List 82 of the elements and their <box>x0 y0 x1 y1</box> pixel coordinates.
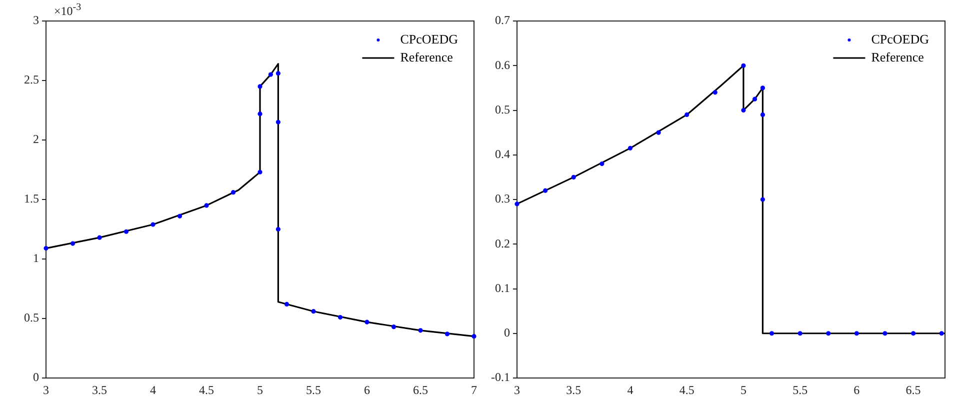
point <box>826 331 831 336</box>
point <box>854 331 859 336</box>
point <box>268 72 273 77</box>
y-tick-label: 0.7 <box>495 13 510 28</box>
point <box>284 302 290 307</box>
point <box>882 331 888 336</box>
x-tick-label: 5 <box>257 383 263 398</box>
point <box>571 174 576 180</box>
point <box>391 324 396 330</box>
x-tick-label: 5 <box>740 383 746 398</box>
y-tick-label: 2 <box>33 132 39 146</box>
point <box>910 331 916 336</box>
x-tick-label: 4 <box>150 383 156 398</box>
y-tick-label: 1.5 <box>24 192 39 206</box>
point <box>656 130 661 135</box>
point <box>798 331 802 336</box>
x-tick-label: 3.5 <box>92 383 107 398</box>
point <box>258 84 262 89</box>
point <box>44 246 48 251</box>
y-tick-label: 3 <box>33 13 39 28</box>
y-tick-label: 0.3 <box>495 192 510 206</box>
point <box>712 90 718 95</box>
y-tick-label: 0.2 <box>495 236 510 250</box>
legend-label: Reference <box>871 49 924 64</box>
point <box>276 226 280 232</box>
point <box>741 108 746 113</box>
x-tick-label: 3 <box>514 383 520 398</box>
point <box>258 170 262 174</box>
y-tick-label: 0.1 <box>495 280 510 295</box>
point <box>150 222 156 227</box>
point <box>600 162 604 166</box>
point <box>760 86 766 90</box>
y-tick-label: -0.1 <box>491 370 510 384</box>
point <box>258 112 262 116</box>
point <box>939 331 944 336</box>
x-tick-label: 3 <box>43 383 49 398</box>
point <box>177 214 182 218</box>
y-tick-label: 0 <box>504 326 510 340</box>
text: ×10$^{-3}$ <box>54 2 82 19</box>
point <box>230 190 236 195</box>
point <box>124 229 129 234</box>
point <box>364 320 370 324</box>
point <box>628 146 633 150</box>
x-tick-label: 4.5 <box>679 383 694 398</box>
point <box>444 332 450 336</box>
point <box>760 112 766 118</box>
x-tick-label: 4 <box>627 383 634 398</box>
point <box>741 63 746 68</box>
y-tick-label: 0 <box>33 370 39 384</box>
point <box>338 315 343 320</box>
legend-label: CPcOEDG <box>400 31 458 46</box>
y-tick-label: 2.5 <box>24 72 39 87</box>
point <box>684 112 690 118</box>
point <box>514 202 520 206</box>
point <box>276 120 280 124</box>
point <box>70 241 76 246</box>
x-tick-label: 6 <box>364 383 370 398</box>
x-tick-label: 3.5 <box>566 383 582 398</box>
y-tick-label: 0.6 <box>495 58 510 72</box>
point <box>204 203 209 208</box>
point <box>276 71 280 76</box>
legend-label: Reference <box>400 49 454 64</box>
point <box>752 96 758 102</box>
point <box>418 328 423 333</box>
x-tick-label: 5.5 <box>306 383 321 398</box>
y-tick-label: 0.5 <box>24 310 39 325</box>
x-tick-label: 6 <box>854 383 860 398</box>
y-tick-label: 0.5 <box>495 102 510 116</box>
x-tick-label: 6.5 <box>413 383 428 398</box>
point <box>472 334 476 339</box>
x-tick-label: 6.5 <box>906 383 921 398</box>
y-tick-label: 0.4 <box>495 147 510 162</box>
point <box>760 197 766 202</box>
point <box>769 331 774 336</box>
point <box>543 188 548 193</box>
point <box>311 309 316 314</box>
legend-label: CPcOEDG <box>871 31 930 46</box>
x-tick-label: 7 <box>471 383 477 398</box>
x-tick-label: 4.5 <box>199 383 214 398</box>
point <box>97 235 102 240</box>
y-tick-label: 1 <box>33 251 39 266</box>
x-tick-label: 5.5 <box>792 383 808 398</box>
